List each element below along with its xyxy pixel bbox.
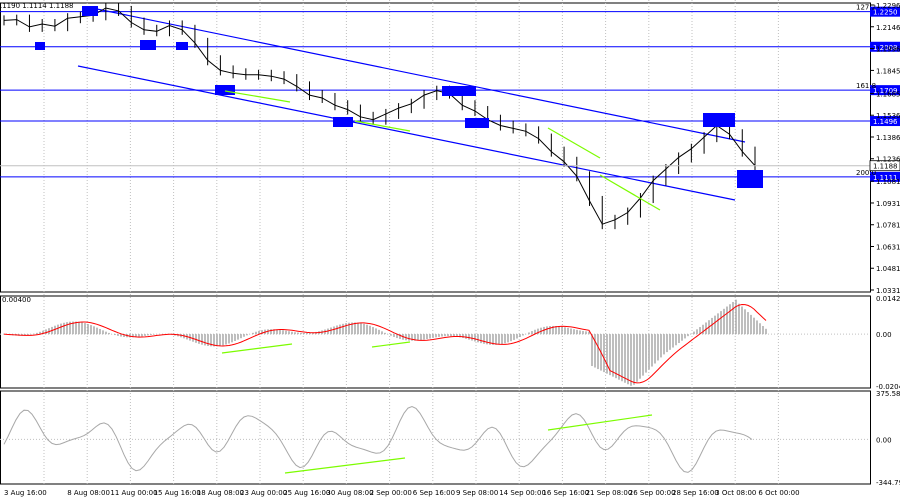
level-tag-label: 1.1496 [873,118,898,126]
y-tick-label: 1.1236 [876,156,900,164]
x-tick-label: 2 Sep 00:00 [370,489,412,497]
price-layer: 1.1188 [0,3,900,230]
x-tick-label: 25 Aug 16:00 [283,489,330,497]
cci-line [3,405,753,473]
swing-marker [82,6,98,16]
x-tick-label: 28 Sep 16:00 [672,489,719,497]
fib-level-label: 161.8 [856,82,876,90]
swing-marker [176,42,188,50]
y-tick-label: 1.1081 [876,178,900,186]
level-tag-label: 1.1709 [873,87,898,95]
x-tick-label: 14 Sep 00:00 [499,489,546,497]
x-tick-label: 15 Aug 16:00 [154,489,201,497]
swing-marker [35,42,45,50]
macd-tick-label: -0.02049 [876,383,900,391]
cci-tick-label: 375.5808 [876,390,900,398]
cci-tick-label: 0.00 [876,436,892,444]
swing-marker [442,86,476,96]
macd-pane-frame [0,295,871,389]
cci-divergence-line [284,457,406,474]
channel-lower-line [77,65,736,201]
y-tick-label: 1.0481 [876,265,900,273]
x-tick-label: 18 Aug 08:00 [197,489,244,497]
y-tick-label: 1.1386 [876,134,900,142]
y-tick-label: 1.1996 [876,46,900,54]
macd-divergence-line [371,341,411,348]
current-price-label: 1.1188 [873,163,898,171]
level-tag [870,171,900,182]
y-tick-label: 1.1685 [876,91,900,99]
level-tag [870,116,900,127]
macd-corner-label: 0.00400 [2,296,31,304]
x-tick-label: 3 Aug 16:00 [4,489,47,497]
level-tag-label: 1.1111 [873,174,898,182]
macd-tick-label: 0.00 [876,331,892,339]
y-tick-label: 1.0631 [876,243,900,251]
y-tick-label: 1.0781 [876,222,900,230]
x-tick-label: 21 Sep 08:00 [586,489,633,497]
x-tick-label: 3 Oct 08:00 [715,489,756,497]
price-line [3,7,756,225]
level-tag [870,41,900,52]
macd-tick-label: 0.01427 [876,295,900,303]
y-tick-label: 1.1536 [876,112,900,120]
swing-marker [703,113,735,127]
macd-signal-line [3,303,767,384]
swing-marker [465,118,489,128]
x-tick-label: 6 Sep 16:00 [413,489,455,497]
swing-marker [140,40,156,50]
macd-divergence-line [221,343,293,354]
divergence-line [599,174,661,211]
level-tag [870,85,900,96]
swing-marker [737,170,763,188]
level-tag [870,6,900,17]
y-tick-label: 1.0331 [876,287,900,295]
channel-layer [77,7,746,201]
cci-divergence-line [547,414,653,431]
x-tick-label: 23 Aug 00:00 [240,489,287,497]
y-tick-label: 1.0931 [876,200,900,208]
macd-layer [0,299,870,386]
channel-upper-line [91,7,746,143]
x-tick-label: 6 Oct 00:00 [758,489,799,497]
y-tick-label: 1.2296 [876,2,900,10]
x-tick-label: 9 Sep 08:00 [456,489,498,497]
swing-marker [333,117,353,127]
divergence-line [547,127,601,159]
x-tick-label: 30 Aug 08:00 [326,489,373,497]
divergence-line [224,90,291,103]
price-pane-frame [0,2,871,293]
fib-level-label: 200.0 [856,169,876,177]
x-tick-label: 16 Sep 16:00 [542,489,589,497]
marker-layer [35,6,763,211]
x-tick-label: 11 Aug 00:00 [110,489,157,497]
y-tick-label: 1.1845 [876,67,900,75]
y-tick-label: 1.2146 [876,24,900,32]
divergence-line [354,120,411,132]
cci-tick-label: -344.798 [876,479,900,487]
ohlc-readout: .1190 1.1114 1.1188 [0,2,74,10]
cci-pane-frame [0,390,871,485]
level-tag-label: 1.2008 [873,44,898,52]
x-tick-label: 26 Sep 00:00 [629,489,676,497]
grid-layer [0,0,871,485]
current-price-tag [869,160,900,172]
x-tick-label: 8 Aug 08:00 [67,489,110,497]
swing-marker [215,85,235,95]
cci-layer [0,405,870,474]
level-tag-label: 1.2250 [873,9,898,17]
fib-level-label: 127.2 [856,4,876,12]
